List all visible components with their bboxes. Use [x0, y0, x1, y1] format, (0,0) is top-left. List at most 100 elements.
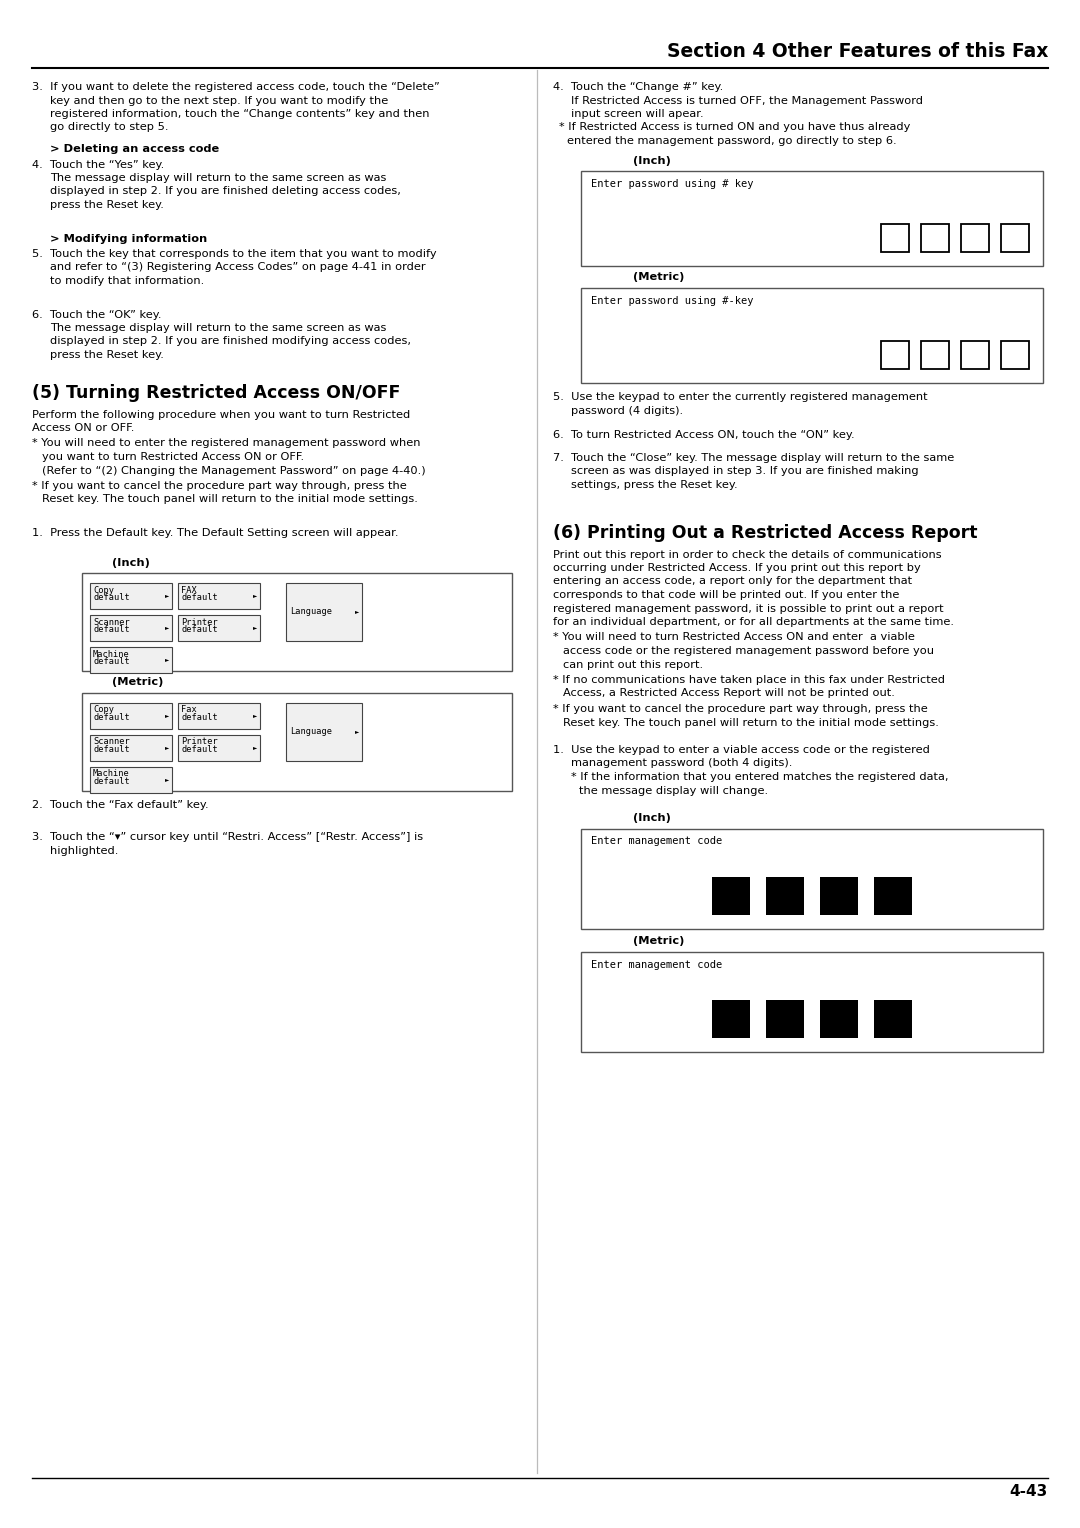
Text: default: default [181, 593, 218, 602]
Text: key and then go to the next step. If you want to modify the: key and then go to the next step. If you… [50, 95, 388, 105]
Text: (Inch): (Inch) [112, 558, 150, 567]
Text: (6) Printing Out a Restricted Access Report: (6) Printing Out a Restricted Access Rep… [553, 524, 977, 541]
Text: * If you want to cancel the procedure part way through, press the: * If you want to cancel the procedure pa… [32, 481, 407, 490]
Text: access code or the registered management password before you: access code or the registered management… [563, 646, 934, 656]
Text: If Restricted Access is turned OFF, the Management Password: If Restricted Access is turned OFF, the … [571, 95, 923, 105]
Text: (Metric): (Metric) [633, 272, 685, 283]
Text: (Refer to “(2) Changing the Management Password” on page 4-40.): (Refer to “(2) Changing the Management P… [42, 466, 426, 475]
FancyBboxPatch shape [90, 703, 172, 729]
FancyBboxPatch shape [881, 341, 909, 368]
Text: the message display will change.: the message display will change. [579, 785, 768, 796]
Text: you want to turn Restricted Access ON or OFF.: you want to turn Restricted Access ON or… [42, 452, 305, 461]
Text: ►: ► [253, 746, 257, 750]
FancyBboxPatch shape [90, 646, 172, 672]
Text: 5.  Touch the key that corresponds to the item that you want to modify: 5. Touch the key that corresponds to the… [32, 249, 436, 260]
Text: entering an access code, a report only for the department that: entering an access code, a report only f… [553, 576, 913, 587]
Text: Copy: Copy [93, 587, 114, 594]
Text: Enter management code: Enter management code [591, 960, 723, 970]
Text: press the Reset key.: press the Reset key. [50, 200, 164, 209]
Text: 1.  Press the Default key. The Default Setting screen will appear.: 1. Press the Default key. The Default Se… [32, 529, 399, 538]
Text: input screen will apear.: input screen will apear. [571, 108, 704, 119]
Text: corresponds to that code will be printed out. If you enter the: corresponds to that code will be printed… [553, 590, 900, 601]
Text: entered the management password, go directly to step 6.: entered the management password, go dire… [567, 136, 896, 147]
Text: Reset key. The touch panel will return to the initial mode settings.: Reset key. The touch panel will return t… [563, 718, 939, 727]
Text: 4.  Touch the “Yes” key.: 4. Touch the “Yes” key. [32, 159, 164, 170]
FancyBboxPatch shape [766, 999, 804, 1038]
Text: Perform the following procedure when you want to turn Restricted: Perform the following procedure when you… [32, 410, 410, 420]
Text: ►: ► [354, 610, 359, 614]
Text: > Deleting an access code: > Deleting an access code [50, 144, 219, 154]
Text: 4-43: 4-43 [1010, 1484, 1048, 1499]
Text: Fax: Fax [181, 706, 197, 715]
Text: go directly to step 5.: go directly to step 5. [50, 122, 168, 133]
Text: 6.  To turn Restricted Access ON, touch the “ON” key.: 6. To turn Restricted Access ON, touch t… [553, 429, 854, 440]
FancyBboxPatch shape [881, 225, 909, 252]
Text: The message display will return to the same screen as was: The message display will return to the s… [50, 322, 387, 333]
Text: Enter password using #-key: Enter password using #-key [591, 295, 754, 306]
Text: FAX: FAX [181, 587, 197, 594]
Text: default: default [93, 625, 130, 634]
Text: 1.  Use the keypad to enter a viable access code or the registered: 1. Use the keypad to enter a viable acce… [553, 746, 930, 755]
Text: default: default [181, 712, 218, 721]
Text: * If Restricted Access is turned ON and you have thus already: * If Restricted Access is turned ON and … [559, 122, 910, 133]
FancyBboxPatch shape [581, 287, 1043, 382]
Text: ►: ► [253, 714, 257, 718]
FancyBboxPatch shape [820, 877, 858, 914]
FancyBboxPatch shape [1001, 225, 1029, 252]
Text: Printer: Printer [181, 617, 218, 626]
Text: ►: ► [165, 778, 168, 782]
FancyBboxPatch shape [961, 341, 989, 368]
Text: Reset key. The touch panel will return to the initial mode settings.: Reset key. The touch panel will return t… [42, 495, 418, 504]
Text: * You will need to enter the registered management password when: * You will need to enter the registered … [32, 439, 420, 449]
Text: Language: Language [291, 727, 332, 736]
Text: (Metric): (Metric) [633, 937, 685, 946]
Text: to modify that information.: to modify that information. [50, 277, 204, 286]
FancyBboxPatch shape [581, 952, 1043, 1051]
Text: can print out this report.: can print out this report. [563, 660, 703, 669]
FancyBboxPatch shape [82, 692, 512, 790]
Text: default: default [93, 593, 130, 602]
Text: 3.  Touch the “▾” cursor key until “Restri. Access” [“Restr. Access”] is: 3. Touch the “▾” cursor key until “Restr… [32, 833, 423, 842]
Text: Enter password using # key: Enter password using # key [591, 179, 754, 189]
Text: (Metric): (Metric) [112, 677, 163, 688]
Text: default: default [181, 744, 218, 753]
Text: ►: ► [165, 657, 168, 663]
FancyBboxPatch shape [581, 828, 1043, 929]
Text: Machine: Machine [93, 649, 130, 659]
FancyBboxPatch shape [961, 225, 989, 252]
Text: (Inch): (Inch) [633, 156, 671, 165]
Text: Enter management code: Enter management code [591, 836, 723, 847]
FancyBboxPatch shape [1001, 341, 1029, 368]
Text: * If you want to cancel the procedure part way through, press the: * If you want to cancel the procedure pa… [553, 704, 928, 714]
FancyBboxPatch shape [90, 614, 172, 642]
FancyBboxPatch shape [178, 614, 260, 642]
Text: settings, press the Reset key.: settings, press the Reset key. [571, 480, 738, 490]
Text: management password (both 4 digits).: management password (both 4 digits). [571, 758, 793, 769]
Text: (5) Turning Restricted Access ON/OFF: (5) Turning Restricted Access ON/OFF [32, 384, 401, 402]
Text: ►: ► [253, 625, 257, 631]
Text: highlighted.: highlighted. [50, 845, 119, 856]
FancyBboxPatch shape [820, 999, 858, 1038]
FancyBboxPatch shape [712, 999, 750, 1038]
Text: * If the information that you entered matches the registered data,: * If the information that you entered ma… [571, 772, 948, 782]
FancyBboxPatch shape [178, 584, 260, 610]
Text: default: default [93, 744, 130, 753]
FancyBboxPatch shape [90, 584, 172, 610]
Text: registered information, touch the “Change contents” key and then: registered information, touch the “Chang… [50, 108, 430, 119]
FancyBboxPatch shape [921, 341, 949, 368]
Text: displayed in step 2. If you are finished deleting access codes,: displayed in step 2. If you are finished… [50, 186, 401, 197]
FancyBboxPatch shape [82, 573, 512, 671]
Text: displayed in step 2. If you are finished modifying access codes,: displayed in step 2. If you are finished… [50, 336, 411, 347]
Text: password (4 digits).: password (4 digits). [571, 406, 684, 416]
Text: Access ON or OFF.: Access ON or OFF. [32, 423, 134, 432]
Text: The message display will return to the same screen as was: The message display will return to the s… [50, 173, 387, 183]
Text: ►: ► [165, 593, 168, 599]
Text: (Inch): (Inch) [633, 813, 671, 824]
Text: Scanner: Scanner [93, 617, 130, 626]
Text: default: default [93, 712, 130, 721]
FancyBboxPatch shape [90, 767, 172, 793]
FancyBboxPatch shape [178, 735, 260, 761]
Text: press the Reset key.: press the Reset key. [50, 350, 164, 361]
Text: > Modifying information: > Modifying information [50, 234, 207, 243]
Text: occurring under Restricted Access. If you print out this report by: occurring under Restricted Access. If yo… [553, 562, 921, 573]
